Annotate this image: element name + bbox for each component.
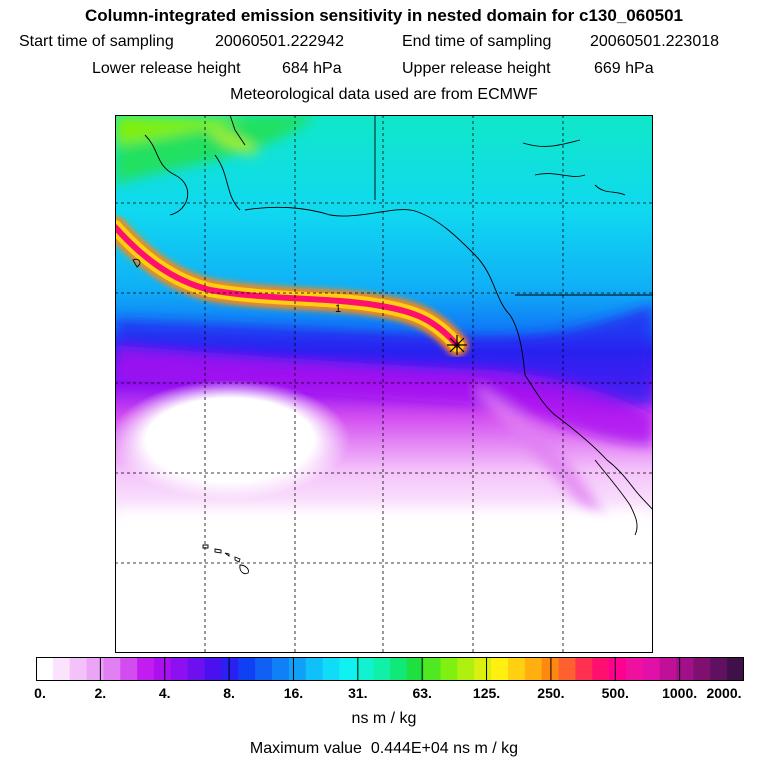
- colorbar-swatch: [592, 657, 610, 681]
- colorbar-swatch: [406, 657, 425, 681]
- lower-release-value: 684 hPa: [282, 60, 342, 77]
- start-time-value: 20060501.222942: [215, 33, 345, 50]
- colorbar-swatch: [255, 657, 273, 681]
- colorbar-swatch: [373, 657, 391, 681]
- meteo-note: Meteorological data used are from ECMWF: [230, 86, 538, 103]
- colorbar-swatch: [170, 657, 189, 681]
- max-value-line: Maximum value 0.444E+04 ns m / kg: [0, 740, 768, 758]
- colorbar-swatch: [575, 657, 593, 681]
- upper-release-value: 669 hPa: [594, 60, 654, 77]
- colorbar-tick-label: 500.: [601, 685, 629, 701]
- colorbar-swatch: [491, 657, 509, 681]
- max-value-units: ns m / kg: [453, 740, 519, 757]
- colorbar-tick-label: 2000.: [706, 685, 742, 701]
- colorbar-tick-label: 1000.: [662, 685, 698, 701]
- lower-release-label: Lower release height: [92, 60, 241, 77]
- release-point-marker: [447, 335, 467, 355]
- colorbar-swatch: [52, 657, 71, 681]
- colorbar-swatch: [305, 657, 324, 681]
- colorbar-swatch: [36, 657, 54, 681]
- colorbar-swatch: [86, 657, 104, 681]
- colorbar-swatch: [457, 657, 475, 681]
- colorbar-swatch: [474, 657, 492, 681]
- colorbar-swatch: [322, 657, 340, 681]
- colorbar-swatch: [339, 657, 357, 681]
- map-frame: [115, 115, 653, 653]
- colorbar-swatch: [727, 657, 744, 681]
- colorbar-tick-label: 31.: [348, 685, 368, 701]
- colorbar-swatch: [508, 657, 526, 681]
- trajectory-band: [115, 216, 468, 356]
- upper-release-label: Upper release height: [402, 60, 551, 77]
- colorbar-swatch: [440, 657, 458, 681]
- colorbar-swatch: [390, 657, 408, 681]
- sensitivity-map: 1: [115, 115, 653, 653]
- colorbar-swatch: [693, 657, 711, 681]
- colorbar-swatch: [120, 657, 138, 681]
- coastlines: [132, 115, 653, 536]
- colorbar-swatch: [541, 657, 560, 681]
- colorbar-swatch: [103, 657, 121, 681]
- hawaii-islands: [202, 544, 249, 575]
- colorbar-frame: [36, 657, 744, 681]
- end-time-value: 20060501.223018: [590, 33, 720, 50]
- plot-title: Column-integrated emission sensitivity i…: [84, 6, 684, 25]
- colorbar-swatch: [154, 657, 172, 681]
- colorbar-swatch: [204, 657, 222, 681]
- colorbar: [36, 657, 744, 681]
- contour-label: 1: [335, 303, 341, 315]
- colorbar-swatch: [710, 657, 728, 681]
- colorbar-swatch: [238, 657, 256, 681]
- colorbar-swatch: [272, 657, 290, 681]
- colorbar-swatch: [609, 657, 627, 681]
- colorbar-swatch: [676, 657, 694, 681]
- end-time-label: End time of sampling: [402, 33, 552, 50]
- colorbar-tick-label: 4.: [158, 685, 171, 701]
- colorbar-tick-label: 0.: [34, 685, 46, 701]
- colorbar-swatch: [558, 657, 576, 681]
- colorbar-swatch: [524, 657, 543, 681]
- colorbar-tick-label: 8.: [223, 685, 235, 701]
- colorbar-swatch: [221, 657, 239, 681]
- colorbar-swatch: [356, 657, 374, 681]
- clear-region-base: [115, 545, 653, 653]
- colorbar-swatch: [137, 657, 155, 681]
- start-time-label: Start time of sampling: [19, 33, 174, 50]
- colorbar-tick-label: 2.: [94, 685, 107, 701]
- colorbar-swatch: [423, 657, 442, 681]
- colorbar-tick-label: 16.: [283, 685, 304, 701]
- colorbar-swatch: [288, 657, 307, 681]
- colorbar-swatch: [187, 657, 206, 681]
- colorbar-tick-label: 250.: [537, 685, 565, 701]
- colorbar-swatch: [626, 657, 644, 681]
- low-sensitivity-region: [115, 380, 350, 500]
- colorbar-swatch: [69, 657, 88, 681]
- colorbar-tick-label: 63.: [412, 685, 432, 701]
- colorbar-swatch: [642, 657, 661, 681]
- colorbar-units: ns m / kg: [351, 710, 417, 727]
- max-value-number: 0.444E+04: [370, 740, 449, 757]
- colorbar-swatch: [659, 657, 678, 681]
- colorbar-tick-label: 125.: [472, 685, 501, 701]
- max-value-label: Maximum value: [249, 740, 362, 757]
- purple-plume: [115, 345, 653, 535]
